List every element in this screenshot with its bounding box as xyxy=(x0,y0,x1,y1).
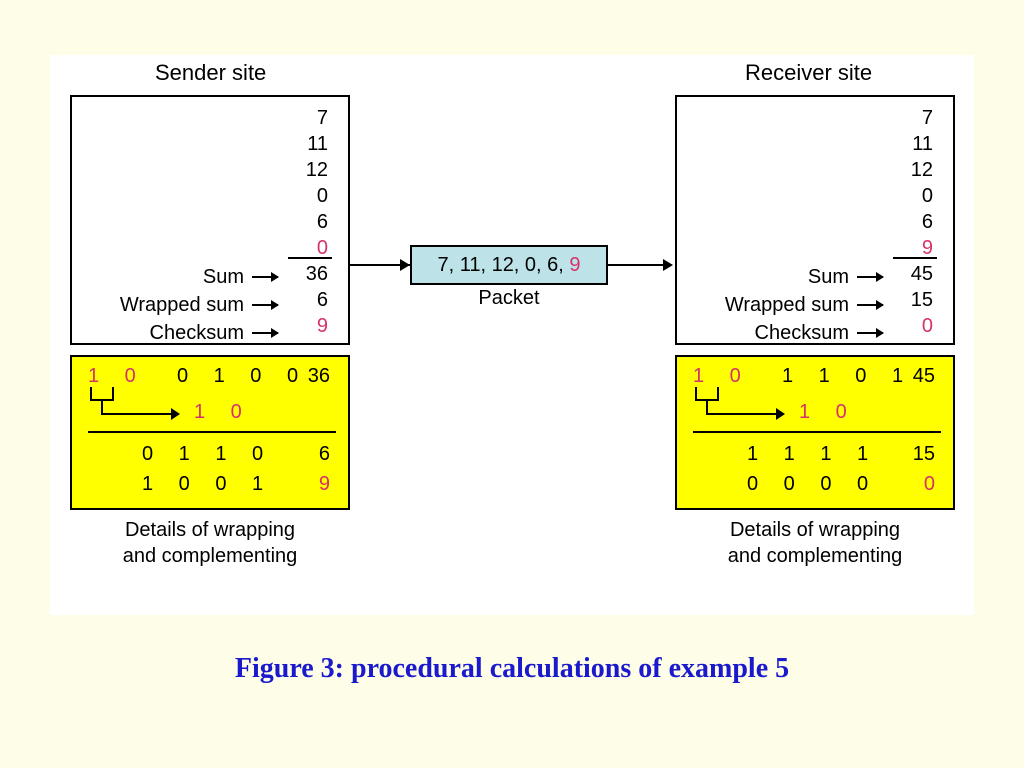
arrow-icon xyxy=(857,276,883,278)
packet-box: 7, 11, 12, 0, 6, 9 xyxy=(410,245,608,285)
wrapped-label: Wrapped sum xyxy=(725,291,849,319)
binary-row: 0 1 1 0 xyxy=(142,443,273,466)
sender-num: 11 xyxy=(306,131,328,157)
binary-value: 15 xyxy=(913,443,935,466)
divider xyxy=(88,431,336,433)
sender-title: Sender site xyxy=(155,60,266,86)
arrow-icon xyxy=(663,259,673,271)
receiver-num: 6 xyxy=(911,209,933,235)
receiver-num: 7 xyxy=(911,105,933,131)
arrow-icon xyxy=(252,332,278,334)
receiver-wrapped: 15 xyxy=(911,287,933,313)
sender-box: 7 11 12 0 6 0 36 6 9 Sum Wrapped sum Che… xyxy=(70,95,350,345)
diagram-canvas: Sender site 7 11 12 0 6 0 36 6 9 Sum Wra… xyxy=(50,55,974,615)
receiver-checksum: 0 xyxy=(911,313,933,339)
binary-row: 1 0 0 1 0 0 xyxy=(88,365,308,388)
sender-checksum: 9 xyxy=(306,313,328,339)
binary-value: 0 xyxy=(924,473,935,496)
binary-value: 9 xyxy=(319,473,330,496)
receiver-num: 11 xyxy=(911,131,933,157)
sum-label: Sum xyxy=(203,263,244,291)
sender-numbers: 7 11 12 0 6 0 36 6 9 xyxy=(306,105,328,339)
receiver-numbers: 7 11 12 0 6 9 45 15 0 xyxy=(911,105,933,339)
checksum-label: Checksum xyxy=(755,319,849,347)
binary-value: 6 xyxy=(319,443,330,466)
sender-num: 12 xyxy=(306,157,328,183)
binary-value: 36 xyxy=(308,365,330,388)
packet-label: Packet xyxy=(410,287,608,310)
arrow-icon xyxy=(252,276,278,278)
sum-label: Sum xyxy=(808,263,849,291)
sender-wrapped: 6 xyxy=(306,287,328,313)
sender-labels: Sum Wrapped sum Checksum xyxy=(120,263,278,347)
wrapped-label: Wrapped sum xyxy=(120,291,244,319)
sender-num: 0 xyxy=(306,183,328,209)
binary-row: 1 1 1 1 xyxy=(747,443,878,466)
carry-result: 1 0 xyxy=(194,401,252,424)
arrow-icon xyxy=(252,304,278,306)
checksum-label: Checksum xyxy=(150,319,244,347)
connector-line xyxy=(608,264,663,266)
divider xyxy=(893,257,937,259)
bits: 0 1 0 0 xyxy=(177,365,308,387)
packet-checksum: 9 xyxy=(569,254,580,276)
receiver-box: 7 11 12 0 6 9 45 15 0 Sum Wrapped sum Ch… xyxy=(675,95,955,345)
binary-row: 1 0 0 1 xyxy=(142,473,273,496)
carry-result: 1 0 xyxy=(799,401,857,424)
receiver-num: 12 xyxy=(911,157,933,183)
carry-bits: 1 0 xyxy=(693,365,751,387)
carry-bits: 1 0 xyxy=(88,365,146,387)
divider xyxy=(288,257,332,259)
arrow-icon xyxy=(857,332,883,334)
receiver-sum: 45 xyxy=(911,261,933,287)
binary-row: 0 0 0 0 xyxy=(747,473,878,496)
receiver-title: Receiver site xyxy=(745,60,872,86)
sender-num: 6 xyxy=(306,209,328,235)
sender-sum: 36 xyxy=(306,261,328,287)
receiver-details-label: Details of wrapping and complementing xyxy=(675,517,955,569)
sender-num: 7 xyxy=(306,105,328,131)
binary-row: 1 0 1 1 0 1 xyxy=(693,365,913,388)
receiver-binary-box: 1 0 1 1 0 1 45 1 0 1 1 1 1 15 0 0 0 0 0 xyxy=(675,355,955,510)
binary-value: 45 xyxy=(913,365,935,388)
sender-binary-box: 1 0 0 1 0 0 36 1 0 0 1 1 0 6 1 0 0 1 9 xyxy=(70,355,350,510)
divider xyxy=(693,431,941,433)
sender-details-label: Details of wrapping and complementing xyxy=(70,517,350,569)
receiver-num: 0 xyxy=(911,183,933,209)
receiver-labels: Sum Wrapped sum Checksum xyxy=(725,263,883,347)
arrow-icon xyxy=(857,304,883,306)
figure-caption: Figure 3: procedural calculations of exa… xyxy=(0,653,1024,685)
packet-values: 7, 11, 12, 0, 6, xyxy=(437,254,569,276)
arrow-icon xyxy=(400,259,410,271)
bits: 1 1 0 1 xyxy=(782,365,913,387)
